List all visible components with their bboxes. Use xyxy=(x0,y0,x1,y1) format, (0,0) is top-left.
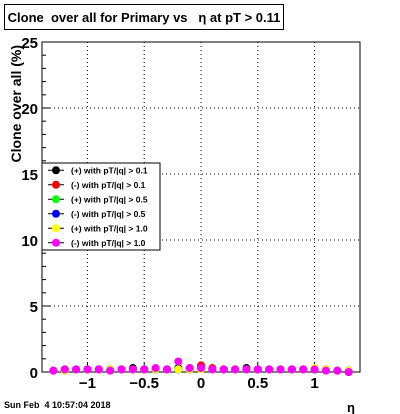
legend-swatch-marker xyxy=(52,238,60,247)
y-tick-label: 20 xyxy=(21,101,38,118)
data-point xyxy=(94,365,103,374)
data-point xyxy=(60,365,69,374)
x-axis-title: η xyxy=(347,400,355,414)
data-point xyxy=(174,357,183,366)
x-tick-label: −0.5 xyxy=(129,375,159,392)
data-point xyxy=(106,366,115,375)
data-point xyxy=(140,365,149,374)
x-tick-label: 0 xyxy=(197,375,205,392)
y-axis-title: Clone over all (%) xyxy=(8,45,24,162)
data-point xyxy=(321,366,330,375)
legend-label: (-) with pT/|q| > 1.0 xyxy=(71,238,146,248)
x-tick-label: −1 xyxy=(79,375,96,392)
data-point xyxy=(72,365,81,374)
series-5 xyxy=(49,357,353,376)
legend-swatch-marker xyxy=(52,166,60,175)
legend-label: (-) with pT/|q| > 0.5 xyxy=(71,209,146,219)
data-point xyxy=(231,365,240,374)
chart-title: Clone over all for Primary vs η at pT > … xyxy=(4,4,284,30)
y-tick-label: 5 xyxy=(30,299,38,316)
data-point xyxy=(265,365,274,374)
data-point xyxy=(299,365,308,374)
data-point xyxy=(276,365,285,374)
y-tick-label: 0 xyxy=(30,365,38,382)
legend-swatch-marker xyxy=(52,195,60,204)
data-point xyxy=(333,366,342,375)
x-tick-label: 0.5 xyxy=(247,375,268,392)
legend-swatch-marker xyxy=(52,224,60,233)
data-point xyxy=(219,365,228,374)
data-point xyxy=(208,365,217,374)
x-tick-label: 1 xyxy=(310,375,318,392)
data-point xyxy=(344,368,353,376)
y-tick-label: 10 xyxy=(21,233,38,250)
legend-swatch-marker xyxy=(52,180,60,189)
legend-box xyxy=(41,162,161,251)
legend-label: (+) with pT/|q| > 0.1 xyxy=(71,165,148,175)
data-point xyxy=(83,365,92,374)
data-point xyxy=(162,365,171,374)
data-point xyxy=(310,365,319,374)
data-point xyxy=(128,365,137,374)
data-point xyxy=(197,364,205,373)
legend-label: (+) with pT/|q| > 1.0 xyxy=(71,223,148,233)
legend-label: (-) with pT/|q| > 0.1 xyxy=(71,180,146,190)
data-point xyxy=(185,364,194,373)
legend-swatch-marker xyxy=(52,209,60,218)
legend-label: (+) with pT/|q| > 0.5 xyxy=(71,194,148,204)
data-point xyxy=(174,365,183,374)
data-point xyxy=(242,365,251,374)
y-tick-label: 25 xyxy=(21,35,38,52)
data-point xyxy=(151,364,160,373)
timestamp: Sun Feb 4 10:57:04 2018 xyxy=(4,400,111,410)
data-point xyxy=(253,365,262,374)
data-point xyxy=(49,366,58,375)
data-point xyxy=(117,365,126,374)
y-tick-label: 15 xyxy=(21,167,38,184)
data-point xyxy=(287,365,296,374)
